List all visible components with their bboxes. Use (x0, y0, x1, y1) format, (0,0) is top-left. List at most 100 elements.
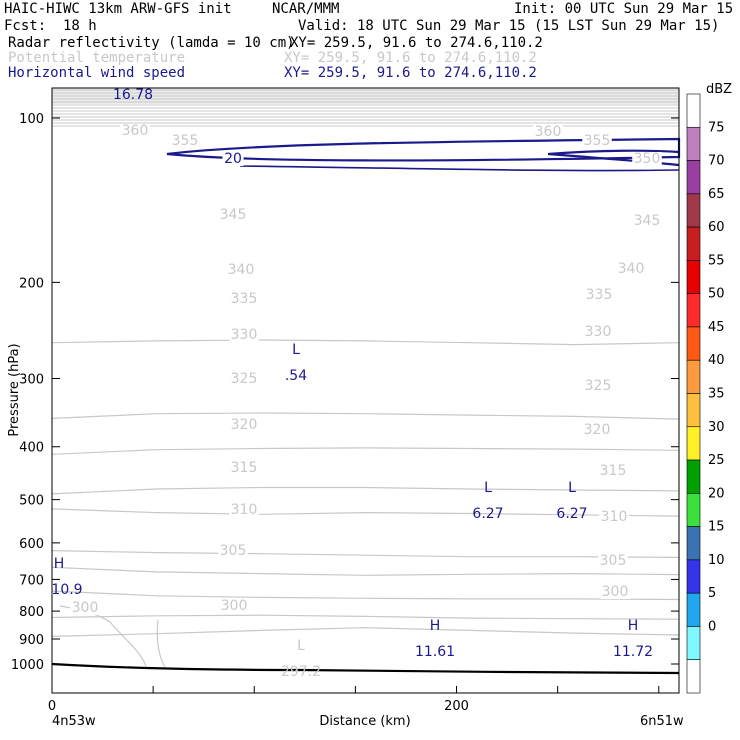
contour-label: 330 (585, 324, 612, 340)
contour-label-bg (616, 262, 646, 276)
colorbar-label: 65 (708, 187, 725, 202)
contour-label: 360 (122, 123, 149, 139)
contour-label: 355 (172, 133, 199, 149)
contour-label-bg (229, 328, 259, 342)
contour-label: 320 (584, 422, 611, 438)
x-tick-label: 0 (48, 699, 56, 714)
colorbar-swatch (686, 226, 701, 261)
left-endpoint: 4n53w (52, 714, 96, 729)
y-tick-label: 500 (19, 494, 44, 509)
extremum-value: 11.61 (415, 644, 455, 660)
y-tick-label: 900 (19, 633, 44, 648)
x-axis-title: Distance (km) (319, 714, 410, 729)
contour-label-bg (598, 554, 628, 568)
colorbar-swatch (686, 626, 701, 661)
y-tick-label: 100 (19, 112, 44, 127)
org-label: NCAR/MMM (272, 1, 340, 17)
contour-label-bg (600, 585, 630, 599)
colorbar-label: 50 (708, 287, 725, 302)
contour-label-bg (218, 544, 248, 558)
contour-label-bg (229, 292, 259, 306)
forecast-hour: 18 h (63, 18, 97, 34)
contour-label-bg (229, 503, 259, 517)
theta-contour-320 (51, 550, 680, 558)
contour-label: 300 (221, 598, 248, 614)
colorbar-swatch (686, 559, 701, 594)
y-tick-label: 600 (19, 537, 44, 552)
extremum-value: 11.72 (613, 644, 653, 660)
colorbar-label: 75 (708, 120, 725, 135)
contour-label: 355 (584, 133, 611, 149)
extremum-kind: H (628, 618, 639, 634)
extremum-kind: L (292, 342, 300, 358)
contour-label: 330 (231, 327, 258, 343)
extremum-value: .54 (285, 368, 307, 384)
field-name-theta: Potential temperature (8, 50, 186, 66)
theta-contour-300 (51, 627, 680, 637)
contour-label-bg (583, 379, 613, 393)
contour-label-bg (582, 423, 612, 437)
field-xy-wind: XY= 259.5, 91.6 to 274.6,110.2 (284, 65, 537, 81)
field-xy-theta: XY= 259.5, 91.6 to 274.6,110.2 (284, 50, 537, 66)
extremum-value: 297.2 (281, 664, 321, 680)
theta-contour-315 (51, 566, 680, 576)
colorbar-swatch (686, 393, 701, 428)
contour-label: 360 (535, 124, 562, 140)
colorbar-swatch (686, 93, 701, 128)
colorbar-swatch (686, 193, 701, 228)
contour-label-bg (632, 152, 662, 166)
contour-label: 305 (600, 553, 627, 569)
contour-label: 340 (618, 261, 645, 277)
forecast-label: Fcst: (4, 18, 47, 34)
extremum-value: 6.27 (472, 506, 503, 522)
colorbar-swatch (686, 260, 701, 294)
colorbar-swatch (686, 126, 701, 161)
colorbar-label: 10 (708, 553, 725, 568)
contour-label: 300 (602, 584, 629, 600)
surface-line (51, 662, 680, 675)
colorbar-label: 25 (708, 453, 725, 468)
colorbar-label: 70 (708, 154, 725, 169)
contour-label-bg (533, 125, 563, 139)
contour-label: 300 (72, 600, 99, 616)
contour-label: 340 (228, 262, 255, 278)
colorbar-label: 30 (708, 420, 725, 435)
contour-label: 310 (231, 502, 258, 518)
contour-label-bg (229, 461, 259, 475)
contour-label-bg (584, 288, 614, 302)
contour-label-bg (598, 464, 628, 478)
x-axis: 0 200 (48, 686, 660, 714)
contour-label-bg (218, 208, 248, 222)
extremum-value: 6.27 (556, 506, 587, 522)
contour-label-bg (219, 599, 249, 613)
extremum-kind: L (568, 480, 576, 496)
contour-label-bg (229, 418, 259, 432)
contour-label: 335 (231, 291, 258, 307)
colorbar-swatch (686, 459, 701, 494)
colorbar-label: 40 (708, 353, 725, 368)
colorbar-swatch (686, 493, 701, 527)
valid-time: Valid: 18 UTC Sun 29 Mar 15 (15 LST Sun … (298, 18, 720, 34)
contour-label: 305 (220, 543, 247, 559)
contour-label-bg (226, 263, 256, 277)
contour-label: 335 (586, 287, 613, 303)
theta-contour-335 (51, 447, 680, 455)
y-tick-label: 700 (19, 573, 44, 588)
y-tick-label: 1000 (11, 658, 44, 673)
field-name-reflectivity: Radar reflectivity (lamda = 10 cm) (8, 35, 295, 51)
field-xy-reflectivity: XY= 259.5, 91.6 to 274.6,110.2 (290, 35, 543, 51)
y-tick-label: 200 (19, 276, 44, 291)
contour-label: 345 (634, 213, 661, 229)
colorbar-label: 35 (708, 387, 725, 402)
theta-contour-300-surface-b (156, 619, 166, 668)
contour-label: 315 (600, 463, 627, 479)
colorbar-label: 55 (708, 253, 725, 268)
contour-label: 20 (224, 151, 242, 167)
contour-label-bg (70, 601, 100, 615)
x-tick-label: 200 (444, 699, 469, 714)
extremum-kind: L (297, 638, 305, 654)
colorbar-swatch (686, 293, 701, 328)
contour-label-bg (229, 372, 259, 386)
y-axis: 100 200 300 400 500 600 700 800 900 1000 (11, 112, 679, 673)
